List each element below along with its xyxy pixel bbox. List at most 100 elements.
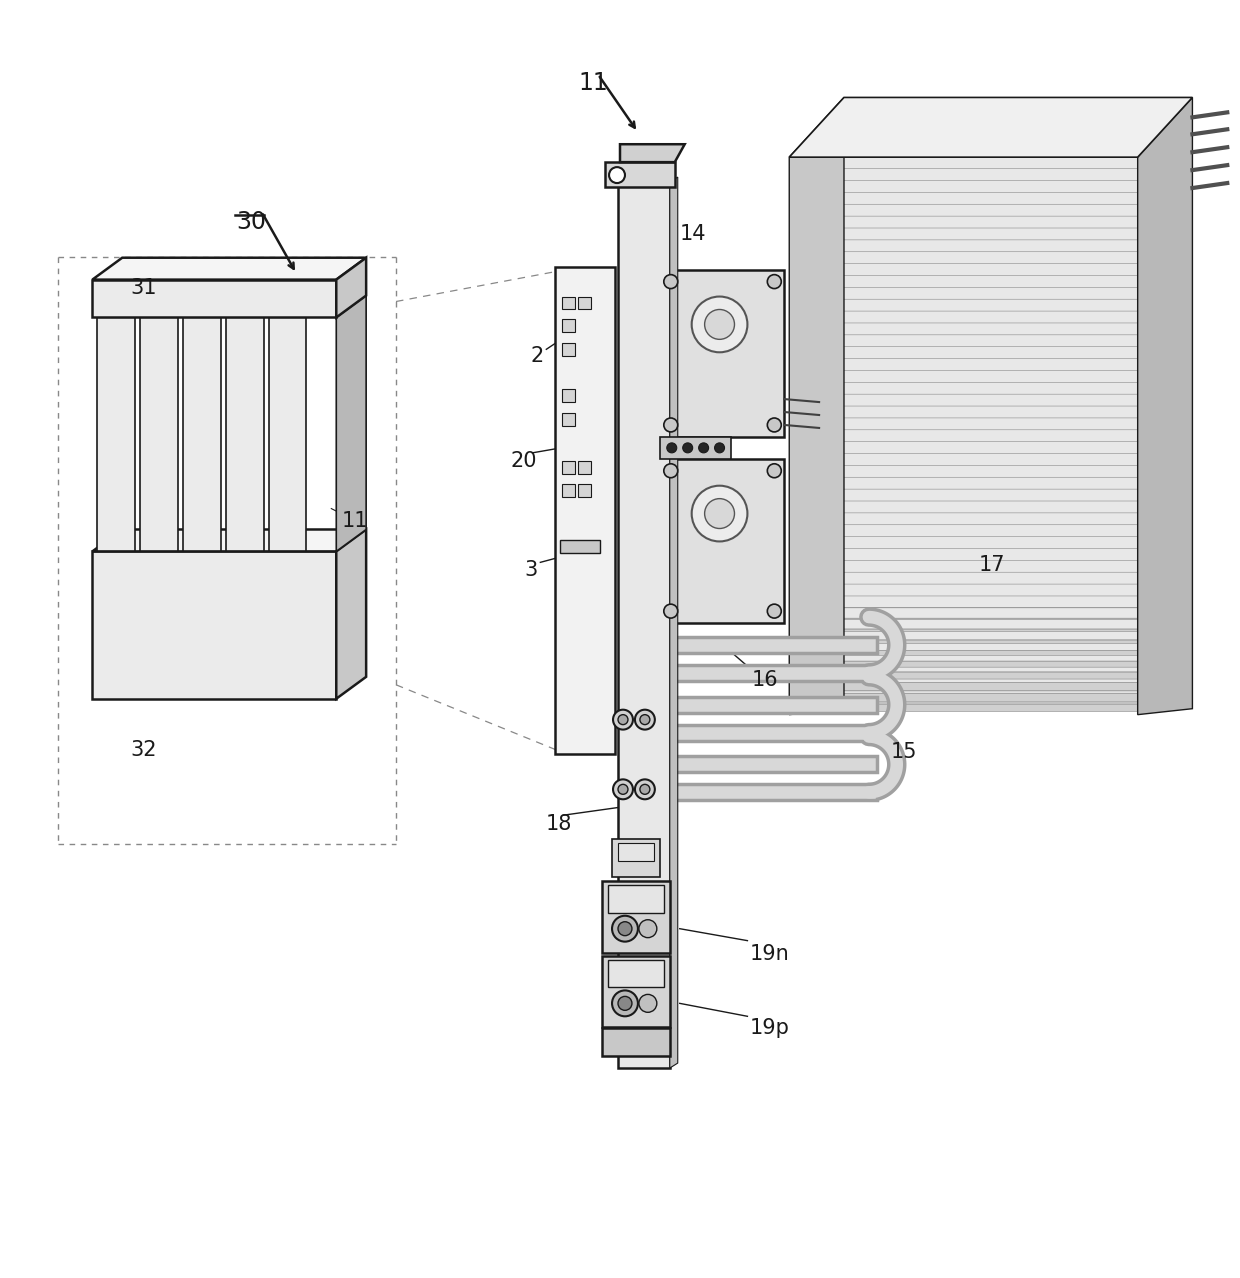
Polygon shape <box>789 682 1137 690</box>
Text: 32: 32 <box>130 740 156 759</box>
Text: 2: 2 <box>531 346 543 367</box>
Polygon shape <box>789 240 1179 286</box>
Bar <box>562 461 575 474</box>
Bar <box>184 317 221 551</box>
Polygon shape <box>789 620 1146 629</box>
Polygon shape <box>789 587 1137 593</box>
Polygon shape <box>789 372 1137 380</box>
Polygon shape <box>789 667 1142 672</box>
Polygon shape <box>789 275 1137 282</box>
Polygon shape <box>789 414 1137 422</box>
Polygon shape <box>789 639 1137 647</box>
Polygon shape <box>789 169 1187 221</box>
Polygon shape <box>789 404 1137 412</box>
Polygon shape <box>789 311 1173 350</box>
Polygon shape <box>789 382 1167 414</box>
Circle shape <box>683 443 693 452</box>
Bar <box>562 389 575 403</box>
Circle shape <box>613 916 637 942</box>
Polygon shape <box>789 253 1137 261</box>
Polygon shape <box>789 335 1172 372</box>
Polygon shape <box>789 350 1137 358</box>
Polygon shape <box>789 521 1137 529</box>
Polygon shape <box>789 679 1141 682</box>
Polygon shape <box>789 565 1137 573</box>
Circle shape <box>639 920 657 938</box>
Bar <box>618 181 670 1068</box>
Polygon shape <box>789 501 1157 521</box>
Polygon shape <box>226 295 294 317</box>
Text: 18: 18 <box>546 814 572 835</box>
Bar <box>603 956 670 1028</box>
Text: 30: 30 <box>237 210 267 234</box>
Polygon shape <box>98 295 165 317</box>
Polygon shape <box>269 295 336 317</box>
Bar <box>660 459 784 624</box>
Polygon shape <box>789 477 1158 500</box>
Polygon shape <box>789 629 1137 636</box>
Text: 11: 11 <box>341 511 368 530</box>
Bar <box>562 344 575 357</box>
Polygon shape <box>789 233 1137 240</box>
Polygon shape <box>789 157 1187 211</box>
Polygon shape <box>789 543 1137 551</box>
Bar <box>92 280 336 317</box>
Text: 16: 16 <box>751 670 777 690</box>
Polygon shape <box>789 360 1137 368</box>
Polygon shape <box>789 429 1163 458</box>
Polygon shape <box>789 656 1143 661</box>
Polygon shape <box>789 479 1137 487</box>
Polygon shape <box>789 133 1189 189</box>
Polygon shape <box>789 286 1137 294</box>
Polygon shape <box>789 167 1137 175</box>
Polygon shape <box>789 426 1137 433</box>
Polygon shape <box>336 529 366 699</box>
Polygon shape <box>789 201 1137 207</box>
Polygon shape <box>789 346 1171 382</box>
Text: 20: 20 <box>511 451 537 470</box>
Polygon shape <box>789 359 1169 394</box>
Polygon shape <box>789 458 1137 465</box>
Polygon shape <box>789 243 1137 250</box>
Polygon shape <box>789 211 1137 219</box>
Polygon shape <box>620 144 684 162</box>
Bar <box>140 317 179 551</box>
Circle shape <box>613 990 637 1016</box>
Polygon shape <box>789 442 1162 468</box>
Text: 3: 3 <box>525 560 538 580</box>
Polygon shape <box>789 596 1148 607</box>
Polygon shape <box>789 436 1137 443</box>
Bar <box>608 884 663 912</box>
Bar <box>556 267 615 754</box>
Polygon shape <box>789 97 1193 157</box>
Polygon shape <box>789 252 1179 296</box>
Polygon shape <box>789 454 1161 479</box>
Polygon shape <box>789 189 1137 197</box>
Polygon shape <box>789 608 1147 619</box>
Circle shape <box>635 709 655 730</box>
Polygon shape <box>789 661 1137 668</box>
Text: 31: 31 <box>130 277 156 298</box>
Bar <box>578 483 591 497</box>
Circle shape <box>640 714 650 725</box>
Polygon shape <box>789 468 1137 475</box>
Circle shape <box>663 275 678 289</box>
Polygon shape <box>789 525 1154 543</box>
Circle shape <box>704 498 734 529</box>
Polygon shape <box>789 227 1180 275</box>
Polygon shape <box>789 97 1193 157</box>
Circle shape <box>618 997 632 1011</box>
Polygon shape <box>789 693 1137 700</box>
Circle shape <box>768 418 781 432</box>
Polygon shape <box>789 340 1137 346</box>
Text: 19p: 19p <box>749 1019 790 1038</box>
Bar <box>92 551 336 699</box>
Bar <box>660 437 732 459</box>
Polygon shape <box>789 323 1172 360</box>
Circle shape <box>613 709 632 730</box>
Polygon shape <box>789 204 1183 253</box>
Polygon shape <box>789 328 1137 336</box>
Text: 17: 17 <box>978 556 1004 575</box>
Polygon shape <box>789 560 1152 575</box>
Polygon shape <box>789 418 1164 446</box>
